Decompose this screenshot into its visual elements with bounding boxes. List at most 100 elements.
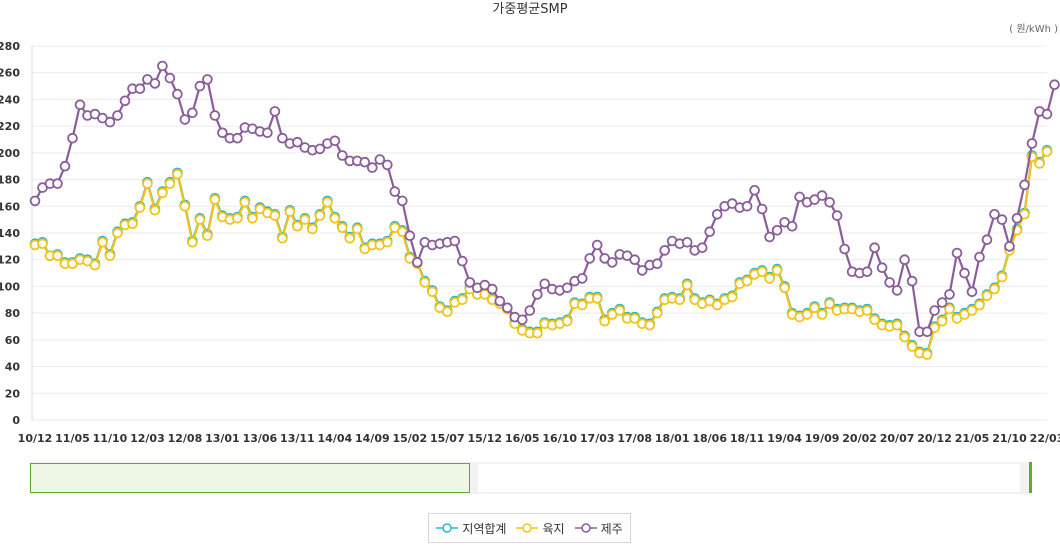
data-point[interactable] [831, 210, 843, 221]
data-point[interactable] [944, 303, 955, 315]
data-point[interactable] [1034, 158, 1045, 169]
data-point[interactable] [959, 267, 970, 279]
data-point[interactable] [29, 195, 41, 207]
data-point[interactable] [816, 309, 828, 320]
data-point[interactable] [381, 237, 393, 248]
data-point[interactable] [269, 210, 281, 221]
data-point[interactable] [921, 349, 933, 360]
data-point[interactable] [966, 286, 978, 298]
data-point[interactable] [861, 266, 873, 278]
data-point[interactable] [359, 156, 371, 168]
data-point[interactable] [906, 275, 918, 287]
data-point[interactable] [157, 187, 168, 199]
data-point[interactable] [516, 314, 528, 326]
data-point[interactable] [824, 197, 835, 208]
data-point[interactable] [876, 262, 888, 274]
data-point[interactable] [1049, 79, 1060, 90]
data-point[interactable] [74, 99, 86, 111]
data-point[interactable] [52, 250, 63, 262]
data-point[interactable] [172, 168, 183, 180]
data-point[interactable] [232, 132, 243, 144]
data-point[interactable] [1026, 138, 1038, 149]
data-point[interactable] [157, 60, 168, 72]
data-point[interactable] [89, 259, 101, 271]
data-point[interactable] [1019, 179, 1030, 191]
data-point[interactable] [464, 277, 476, 288]
data-point[interactable] [486, 283, 498, 295]
data-point[interactable] [824, 298, 835, 310]
data-point[interactable] [981, 290, 993, 302]
data-point[interactable] [659, 245, 670, 256]
data-point[interactable] [651, 307, 663, 319]
data-point[interactable] [591, 293, 603, 304]
data-point[interactable] [329, 213, 341, 224]
data-point[interactable] [531, 289, 543, 300]
data-point[interactable] [651, 258, 663, 270]
data-point[interactable] [179, 114, 191, 125]
data-point[interactable] [891, 319, 903, 331]
data-point[interactable] [989, 283, 1000, 295]
data-point[interactable] [404, 230, 416, 242]
data-point[interactable] [172, 88, 183, 100]
data-point[interactable] [336, 222, 348, 234]
data-point[interactable] [134, 202, 146, 213]
data-point[interactable] [704, 226, 715, 238]
range-navigator[interactable] [29, 462, 1032, 494]
data-point[interactable] [599, 315, 610, 327]
data-point[interactable] [1011, 213, 1023, 224]
data-point[interactable] [974, 251, 985, 263]
data-point[interactable] [674, 294, 685, 306]
data-point[interactable] [584, 253, 595, 264]
data-point[interactable] [974, 299, 985, 311]
data-point[interactable] [262, 127, 273, 139]
data-point[interactable] [366, 162, 378, 173]
data-point[interactable] [292, 221, 303, 232]
data-point[interactable] [921, 326, 933, 338]
data-point[interactable] [771, 265, 783, 276]
data-point[interactable] [966, 305, 978, 316]
data-point[interactable] [396, 195, 408, 207]
data-point[interactable] [202, 230, 213, 242]
data-point[interactable] [636, 265, 648, 276]
data-point[interactable] [419, 277, 431, 288]
data-point[interactable] [816, 190, 828, 201]
data-point[interactable] [314, 143, 326, 155]
data-point[interactable] [52, 178, 63, 189]
data-point[interactable] [839, 243, 850, 255]
data-point[interactable] [164, 178, 176, 189]
data-point[interactable] [179, 201, 191, 212]
data-point[interactable] [779, 282, 790, 294]
data-point[interactable] [936, 315, 948, 327]
data-point[interactable] [771, 225, 783, 236]
data-point[interactable] [456, 255, 468, 267]
data-point[interactable] [494, 295, 506, 307]
data-point[interactable] [996, 214, 1008, 225]
data-point[interactable] [389, 186, 401, 197]
data-point[interactable] [194, 214, 206, 225]
data-point[interactable] [681, 237, 693, 248]
data-point[interactable] [869, 242, 880, 254]
data-point[interactable] [749, 185, 760, 196]
navigator-selected-range[interactable] [30, 463, 470, 493]
data-point[interactable] [247, 213, 258, 224]
data-point[interactable] [411, 257, 423, 268]
data-point[interactable] [134, 83, 146, 94]
data-point[interactable] [606, 257, 618, 268]
data-point[interactable] [764, 231, 775, 243]
data-point[interactable] [119, 95, 131, 107]
data-point[interactable] [449, 235, 461, 247]
data-point[interactable] [644, 319, 655, 331]
data-point[interactable] [277, 233, 288, 244]
data-point[interactable] [786, 221, 798, 232]
data-point[interactable] [194, 80, 206, 92]
data-point[interactable] [906, 341, 918, 352]
data-point[interactable] [351, 223, 363, 235]
data-point[interactable] [891, 285, 903, 296]
data-point[interactable] [329, 135, 341, 147]
data-point[interactable] [112, 227, 123, 239]
data-point[interactable] [149, 205, 161, 216]
data-point[interactable] [187, 107, 198, 119]
data-point[interactable] [209, 110, 221, 121]
data-point[interactable] [531, 327, 543, 339]
data-point[interactable] [142, 178, 153, 189]
